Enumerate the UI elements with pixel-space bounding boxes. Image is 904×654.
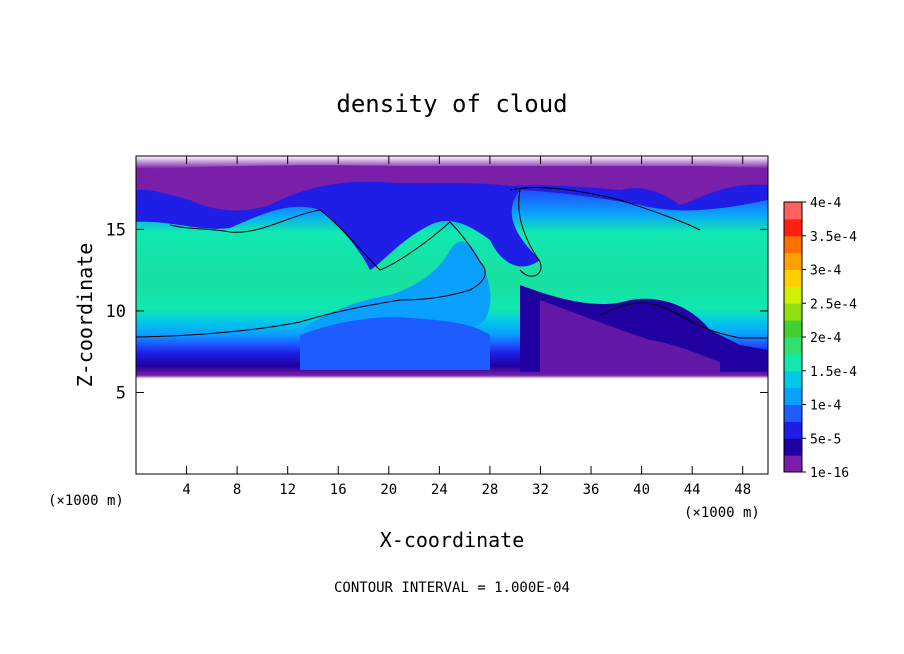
- x-tick-label: 48: [734, 482, 751, 498]
- x-tick-label: 20: [380, 482, 397, 498]
- chart-title: density of cloud: [336, 90, 567, 118]
- y-tick-label: 15: [106, 220, 126, 240]
- central-mid-blue: [300, 317, 490, 370]
- x-tick-label: 12: [279, 482, 296, 498]
- colorbar-swatch: [784, 438, 802, 456]
- x-tick-label: 24: [431, 482, 448, 498]
- plot-frame: [135, 155, 769, 475]
- contour-line: [136, 187, 768, 339]
- colorbar-swatch: [784, 404, 802, 422]
- colorbar-swatch: [784, 337, 802, 355]
- colorbar-label: 1.5e-4: [810, 365, 857, 380]
- colorbar-swatch: [784, 202, 802, 220]
- colorbar-swatch: [784, 303, 802, 321]
- y-axis-ticks: 5 10 15: [106, 220, 768, 403]
- colorbar-swatch: [784, 218, 802, 237]
- colorbar-swatch: [784, 370, 802, 389]
- colorbar-label: 2.5e-4: [810, 297, 857, 312]
- y-tick-label: 10: [106, 302, 126, 322]
- colorbar-swatch: [784, 286, 802, 304]
- x-tick-label: 28: [481, 482, 498, 498]
- colorbar-label: 4e-4: [810, 196, 841, 211]
- x-tick-label: 36: [583, 482, 600, 498]
- colorbar-label: 1e-4: [810, 399, 841, 414]
- colorbar-label: 2e-4: [810, 331, 841, 346]
- colorbar-label: 3.5e-4: [810, 230, 857, 245]
- x-axis-label: X-coordinate: [380, 528, 525, 552]
- colorbar-swatch: [784, 320, 802, 338]
- y-axis-label: Z-coordinate: [73, 243, 97, 388]
- upper-purple-top: [136, 165, 768, 211]
- x-tick-label: 44: [684, 482, 701, 498]
- x-tick-label: 40: [633, 482, 650, 498]
- colorbar-swatch: [784, 269, 802, 287]
- x-tick-label: 8: [233, 482, 241, 498]
- colorbar-label: 5e-5: [810, 432, 841, 447]
- colorbar-swatch: [784, 421, 802, 439]
- x-axis-ticks: 4 8 12 16 20 24 28 32 36 40 44 48: [182, 156, 751, 498]
- lower-right-purple: [540, 300, 720, 372]
- colorbar-swatch: [784, 252, 802, 270]
- y-tick-label: 5: [116, 383, 126, 403]
- colorbar-label: 1e-16: [810, 466, 849, 481]
- colorbar: [783, 201, 803, 473]
- x-tick-label: 16: [330, 482, 347, 498]
- x-tick-label: 4: [182, 482, 190, 498]
- colorbar-swatch: [784, 235, 802, 254]
- x-unit-right: (×1000 m): [684, 505, 760, 521]
- x-unit-left: (×1000 m): [48, 493, 124, 509]
- density-field: [136, 156, 768, 474]
- colorbar-swatch: [784, 353, 802, 372]
- contour-interval-text: CONTOUR INTERVAL = 1.000E-04: [334, 580, 570, 596]
- x-tick-label: 32: [532, 482, 549, 498]
- colorbar-label: 3e-4: [810, 264, 841, 279]
- colorbar-swatch: [784, 455, 802, 473]
- colorbar-labels: 1e-16 5e-5 1e-4 1.5e-4 2e-4 2.5e-4 3e-4 3.5e-4 4…: [802, 196, 857, 481]
- colorbar-swatch: [784, 387, 802, 405]
